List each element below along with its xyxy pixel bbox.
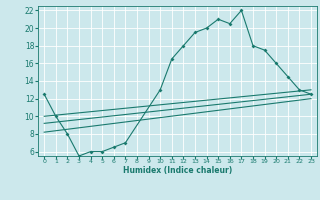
X-axis label: Humidex (Indice chaleur): Humidex (Indice chaleur) [123, 166, 232, 175]
